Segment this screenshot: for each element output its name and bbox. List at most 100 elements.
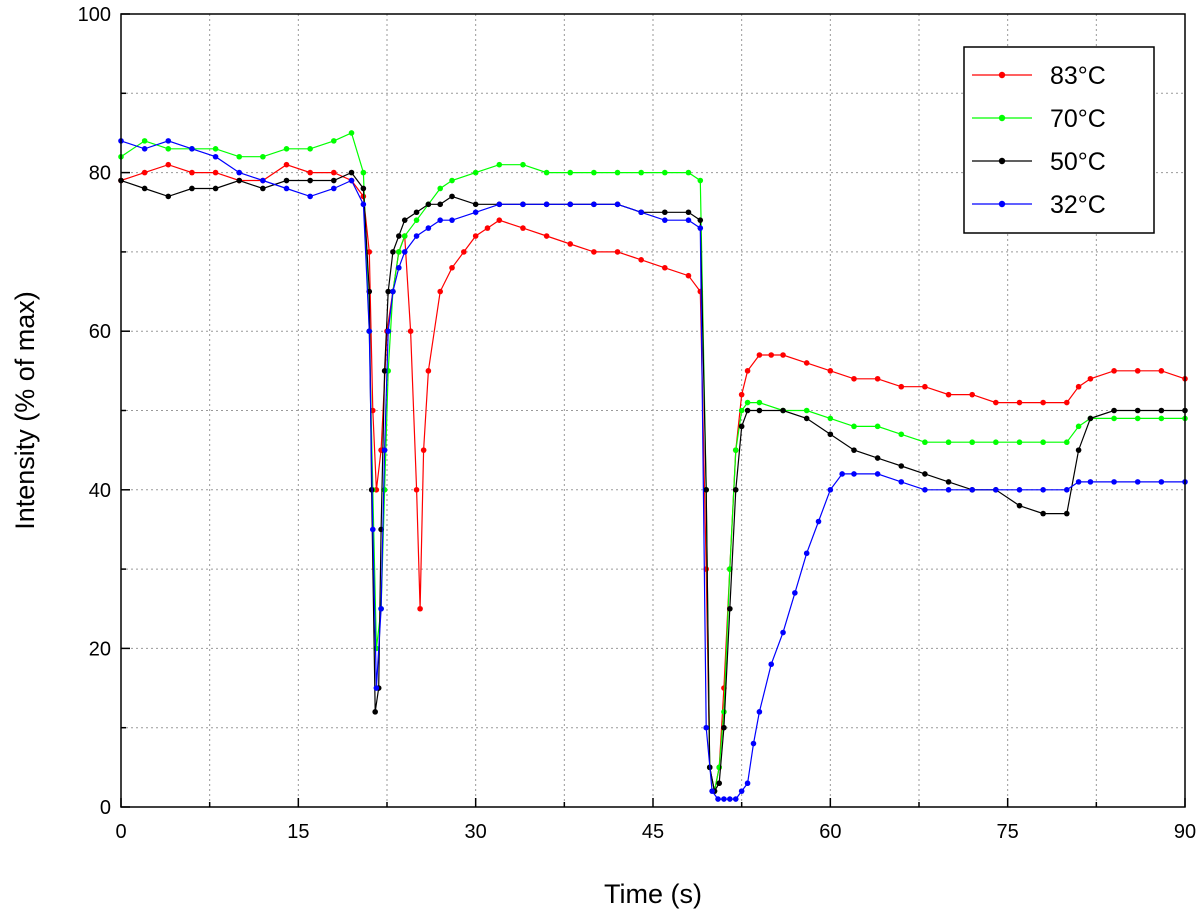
data-point xyxy=(993,399,999,406)
data-point xyxy=(283,185,290,192)
data-point xyxy=(1063,439,1070,446)
data-point xyxy=(744,368,751,374)
data-point xyxy=(348,169,355,176)
y-tick-label: 0 xyxy=(100,797,111,819)
data-point xyxy=(381,447,388,453)
data-point xyxy=(780,407,786,414)
data-point xyxy=(1158,368,1165,374)
data-point xyxy=(331,138,337,144)
data-point xyxy=(385,328,391,335)
data-point xyxy=(401,217,408,223)
data-point xyxy=(141,146,148,152)
data-point xyxy=(803,415,810,422)
data-point xyxy=(1016,439,1023,446)
data-point xyxy=(1040,399,1046,406)
data-point xyxy=(685,217,692,223)
data-point xyxy=(366,328,373,335)
data-point xyxy=(945,479,952,485)
data-point xyxy=(662,209,668,216)
data-point xyxy=(437,288,444,295)
data-point xyxy=(638,257,644,263)
data-point xyxy=(520,161,526,168)
data-point xyxy=(922,383,928,390)
legend-label: 83°C xyxy=(1050,62,1106,90)
data-point xyxy=(472,169,479,176)
data-point xyxy=(969,391,975,398)
data-point xyxy=(165,146,172,152)
data-point xyxy=(212,153,219,160)
data-point xyxy=(732,487,739,493)
data-point xyxy=(189,185,195,192)
data-point xyxy=(236,177,243,184)
data-point xyxy=(1158,415,1165,422)
data-point xyxy=(709,788,715,794)
data-point xyxy=(715,796,721,802)
data-point xyxy=(236,169,243,176)
data-point xyxy=(815,518,822,525)
data-point xyxy=(721,709,727,715)
data-point xyxy=(851,471,857,477)
legend-box xyxy=(963,46,1155,234)
data-point xyxy=(496,217,503,223)
data-point xyxy=(307,193,313,200)
data-point xyxy=(366,249,373,255)
data-point xyxy=(792,590,798,596)
data-point xyxy=(413,487,420,493)
x-tick-label: 90 xyxy=(1174,821,1196,843)
data-point xyxy=(425,201,432,208)
data-point xyxy=(638,209,644,216)
data-point xyxy=(591,169,597,176)
data-point xyxy=(307,146,313,152)
data-point xyxy=(1087,415,1094,422)
data-point xyxy=(1063,399,1070,406)
data-point xyxy=(141,169,148,176)
legend-entry: 70°C xyxy=(972,105,1106,133)
data-point xyxy=(1087,479,1094,485)
data-point xyxy=(1075,447,1082,453)
data-point xyxy=(420,447,427,453)
data-point xyxy=(945,487,952,493)
y-tick-label: 60 xyxy=(89,321,111,343)
data-point xyxy=(1111,479,1117,485)
data-point xyxy=(307,177,313,184)
data-point xyxy=(750,740,757,747)
data-point xyxy=(396,233,402,239)
data-point xyxy=(874,455,881,461)
data-point xyxy=(165,138,172,144)
data-point xyxy=(413,209,420,216)
legend-swatch-marker xyxy=(998,157,1006,165)
y-axis-title: Intensity (% of max) xyxy=(10,291,40,530)
legend-swatch-marker xyxy=(998,200,1006,208)
data-point xyxy=(898,479,905,485)
data-point xyxy=(703,487,709,493)
data-point xyxy=(567,169,574,176)
data-point xyxy=(348,177,355,184)
y-tick-label: 80 xyxy=(89,163,111,185)
data-point xyxy=(417,605,423,612)
data-point xyxy=(260,185,266,192)
data-point xyxy=(614,201,621,208)
data-point xyxy=(236,153,243,160)
data-point xyxy=(827,487,834,493)
data-point xyxy=(732,796,739,802)
data-point xyxy=(283,146,290,152)
x-tick-label: 0 xyxy=(115,821,126,843)
data-point xyxy=(543,233,550,239)
data-point xyxy=(732,447,739,453)
data-point xyxy=(331,185,337,192)
data-point xyxy=(212,169,219,176)
data-point xyxy=(969,439,975,446)
data-point xyxy=(591,249,597,255)
data-point xyxy=(348,130,355,136)
data-point xyxy=(1134,479,1141,485)
data-point xyxy=(874,423,881,430)
data-point xyxy=(331,169,337,176)
data-point xyxy=(744,780,751,787)
data-point xyxy=(372,709,378,715)
data-point xyxy=(189,146,195,152)
legend-swatch-marker xyxy=(998,114,1006,122)
data-point xyxy=(331,177,337,184)
data-point xyxy=(756,399,763,406)
data-point xyxy=(1040,510,1046,517)
data-point xyxy=(1016,487,1023,493)
